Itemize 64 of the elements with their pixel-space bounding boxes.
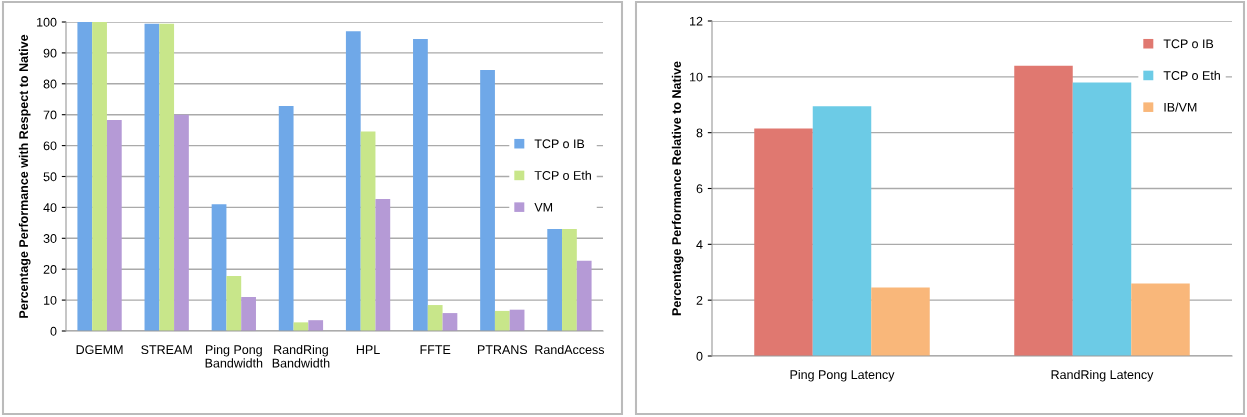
bar <box>241 297 256 331</box>
y-tick-label: 0 <box>696 351 703 361</box>
bar <box>159 23 175 331</box>
y-tick-label: 20 <box>43 265 57 274</box>
y-axis-title: Percentage Performance Relative to Native <box>671 61 684 316</box>
bar <box>360 131 376 331</box>
legend-label: TCP o Eth <box>1163 70 1220 80</box>
bar <box>106 119 122 331</box>
bar <box>871 287 930 356</box>
x-tick-label: STREAM <box>141 345 192 355</box>
bar <box>308 320 324 331</box>
y-tick-label: 70 <box>43 110 57 120</box>
x-tick-label: Ping Pong Bandwidth <box>205 344 263 368</box>
bar <box>92 22 107 331</box>
x-tick-label: PTRANS <box>477 345 528 355</box>
y-tick-label: 50 <box>43 172 57 182</box>
y-tick-label: 0 <box>50 326 57 336</box>
legend-label: IB/VM <box>1164 102 1197 112</box>
x-tick-label: RandRing Latency <box>1051 369 1154 382</box>
bar <box>812 106 872 356</box>
legend-label: TCP o Eth <box>534 170 591 180</box>
y-tick-label: 80 <box>43 79 57 89</box>
x-tick-label: RandRing Bandwidth <box>272 344 330 368</box>
x-tick-label: RandAccess <box>535 344 605 355</box>
bar <box>174 114 189 331</box>
bar <box>345 31 361 331</box>
bar <box>547 229 563 331</box>
y-axis-title: Percentage Performance with Respect to Native <box>18 34 31 318</box>
bar <box>211 204 227 331</box>
bar <box>278 106 294 331</box>
bar <box>226 276 242 331</box>
bar <box>77 22 93 331</box>
legend-label: TCP o IB <box>534 139 585 149</box>
x-tick-label: DGEMM <box>76 345 123 355</box>
bar <box>1131 283 1190 356</box>
legend-label: TCP o IB <box>1163 39 1214 49</box>
y-tick-label: 90 <box>43 48 57 58</box>
y-tick-label: 30 <box>43 234 57 243</box>
bar <box>562 229 577 331</box>
bar <box>144 23 160 331</box>
bar <box>427 305 443 331</box>
y-tick-label: 8 <box>696 128 703 138</box>
x-tick-label: HPL <box>356 345 380 354</box>
x-tick-label: FFTE <box>420 345 451 354</box>
y-tick-label: 12 <box>690 16 703 26</box>
y-tick-label: 4 <box>696 240 703 249</box>
bar <box>1014 65 1073 356</box>
y-tick-label: 2 <box>696 295 703 305</box>
y-tick-label: 40 <box>43 203 57 213</box>
bar <box>576 260 592 331</box>
x-tick-label: Ping Pong Latency <box>790 369 895 382</box>
y-tick-label: 6 <box>696 184 703 194</box>
bar <box>442 313 458 331</box>
y-tick-label: 10 <box>44 295 57 305</box>
bar <box>413 39 428 331</box>
y-tick-label: 10 <box>690 72 703 82</box>
bar <box>375 199 391 331</box>
y-tick-label: 100 <box>37 17 57 27</box>
y-tick-label: 60 <box>43 141 57 151</box>
bar <box>1072 82 1132 356</box>
bar <box>494 310 510 331</box>
legend-label: VM <box>534 202 553 212</box>
bar <box>754 128 813 356</box>
bar <box>480 69 495 331</box>
